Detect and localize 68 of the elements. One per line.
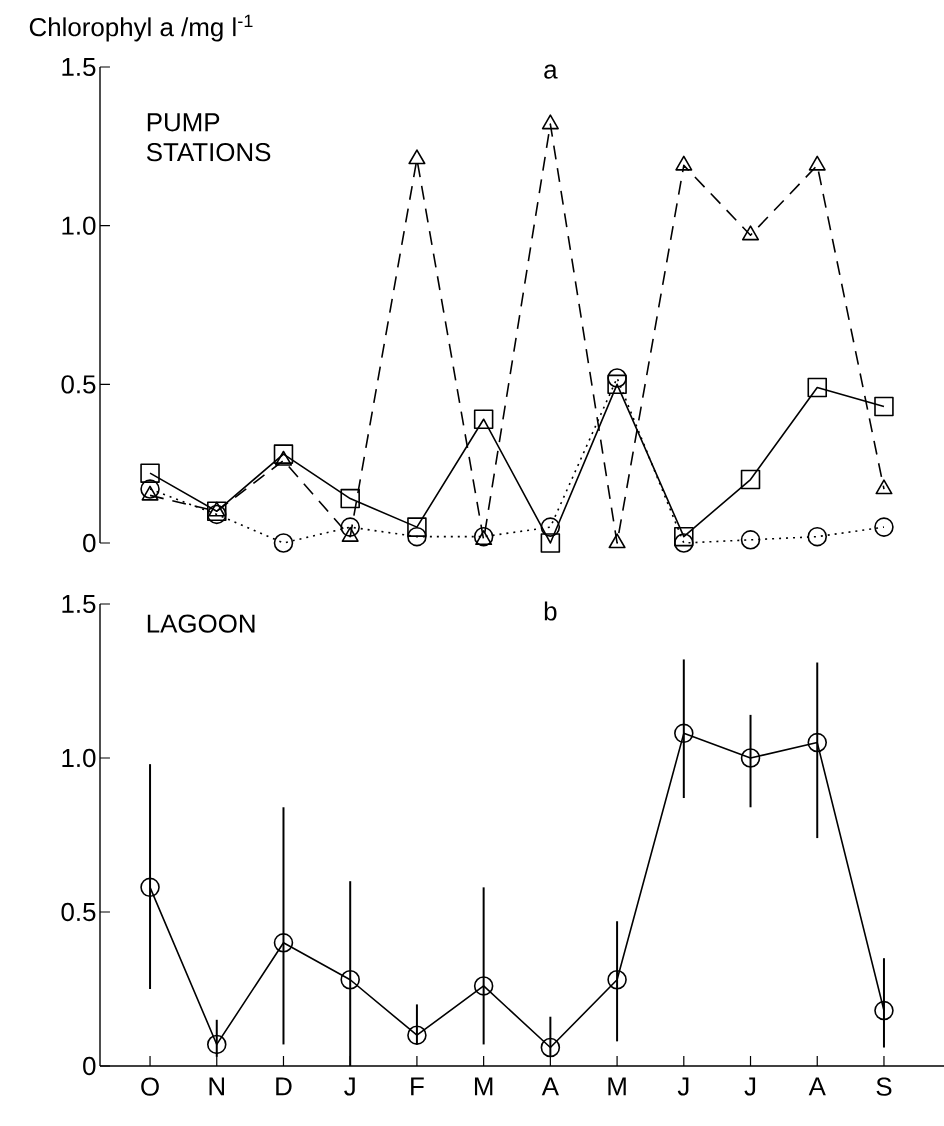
point bbox=[674, 723, 694, 744]
point bbox=[807, 526, 828, 547]
point bbox=[807, 377, 828, 398]
y-tick-label: 1.5 bbox=[62, 57, 96, 77]
y-tick-label: 0.5 bbox=[61, 375, 96, 394]
point bbox=[273, 533, 294, 553]
point bbox=[473, 976, 494, 996]
point bbox=[141, 485, 159, 501]
point bbox=[407, 517, 427, 537]
point bbox=[674, 526, 694, 547]
y-tick-label: 1.0 bbox=[62, 748, 96, 768]
point bbox=[273, 444, 294, 464]
point bbox=[874, 517, 894, 537]
x-tick-label: M bbox=[608, 1077, 626, 1096]
x-tick-label: D bbox=[276, 1077, 292, 1096]
point bbox=[140, 479, 160, 499]
x-tick-label: M bbox=[474, 1077, 493, 1096]
point bbox=[741, 225, 760, 241]
point bbox=[608, 533, 626, 549]
x-tick-label: A bbox=[541, 1077, 559, 1096]
point bbox=[541, 114, 559, 130]
point bbox=[607, 374, 627, 395]
point bbox=[274, 450, 293, 466]
point bbox=[407, 526, 427, 547]
point bbox=[208, 501, 226, 517]
point bbox=[740, 530, 761, 550]
x-tick-label: A bbox=[808, 1077, 826, 1096]
point bbox=[740, 748, 761, 768]
point bbox=[140, 463, 160, 483]
point bbox=[273, 933, 294, 953]
point bbox=[808, 155, 826, 171]
annotation: LAGOON bbox=[147, 614, 255, 633]
point bbox=[540, 533, 561, 553]
x-tick-label: J bbox=[344, 1077, 355, 1096]
x-tick-label: J bbox=[677, 1077, 689, 1096]
x-tick-label: S bbox=[876, 1077, 892, 1096]
point bbox=[740, 469, 761, 490]
x-tick-label: O bbox=[141, 1077, 159, 1096]
point bbox=[340, 488, 360, 509]
point bbox=[540, 1037, 561, 1058]
point bbox=[540, 517, 561, 537]
y-axis-title: Chlorophyl a /mg l$^{-1}$ bbox=[29, 14, 253, 42]
point bbox=[207, 1034, 227, 1055]
point bbox=[675, 155, 693, 171]
x-tick-label: N bbox=[209, 1077, 224, 1096]
annotation: PUMP STATIONS bbox=[146, 113, 271, 162]
y-tick-label: 1.5 bbox=[62, 594, 96, 614]
y-tick-label: 0.5 bbox=[61, 902, 96, 922]
x-tick-label: J bbox=[744, 1077, 756, 1096]
point bbox=[674, 533, 694, 553]
point bbox=[874, 1000, 894, 1021]
point bbox=[607, 969, 627, 990]
point bbox=[875, 479, 893, 495]
point bbox=[807, 732, 828, 753]
point bbox=[473, 409, 494, 429]
point bbox=[408, 149, 426, 165]
chart-title: a bbox=[544, 64, 558, 79]
y-tick-label: 0 bbox=[83, 533, 96, 553]
x-tick-label: F bbox=[411, 1077, 424, 1096]
chart-title: b bbox=[544, 601, 557, 621]
point bbox=[407, 1025, 427, 1045]
point bbox=[874, 396, 894, 417]
point bbox=[340, 517, 360, 537]
y-tick-label: 0 bbox=[83, 1056, 96, 1076]
point bbox=[140, 877, 160, 898]
point bbox=[340, 969, 360, 990]
point bbox=[607, 368, 627, 388]
y-tick-label: 1.0 bbox=[62, 216, 96, 235]
